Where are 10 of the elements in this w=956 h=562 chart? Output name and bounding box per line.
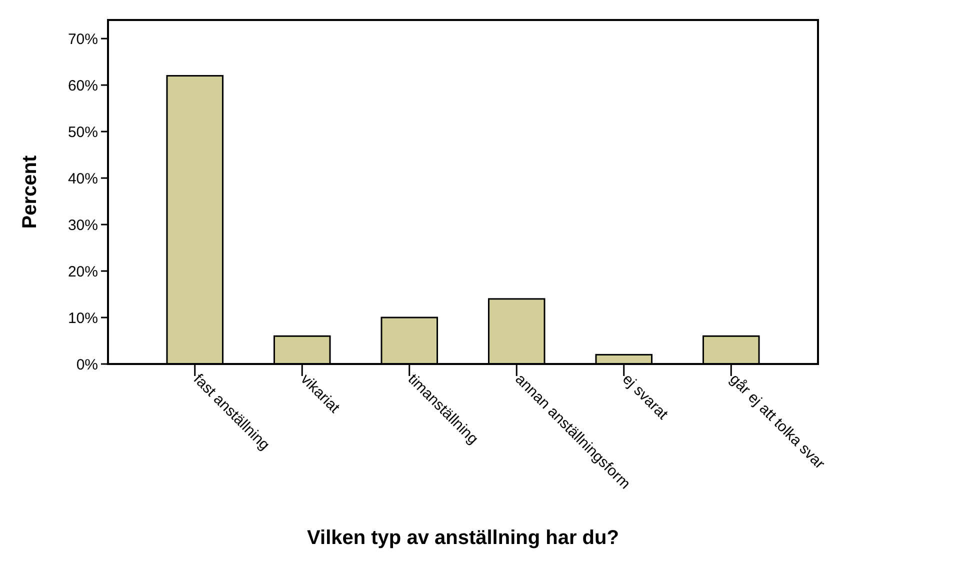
- y-tick-label: 40%: [68, 170, 98, 188]
- y-tick-label: 50%: [68, 124, 98, 141]
- y-tick-label: 70%: [68, 30, 98, 48]
- y-axis-title: Percent: [19, 154, 41, 229]
- y-tick-label: 0%: [76, 356, 98, 374]
- y-tick-label: 30%: [68, 216, 98, 234]
- y-tick-label: 20%: [68, 263, 98, 280]
- y-tick-label: 60%: [68, 77, 98, 94]
- x-axis-title: Vilken typ av anställning har du?: [307, 527, 619, 549]
- y-tick-label: 10%: [68, 310, 98, 327]
